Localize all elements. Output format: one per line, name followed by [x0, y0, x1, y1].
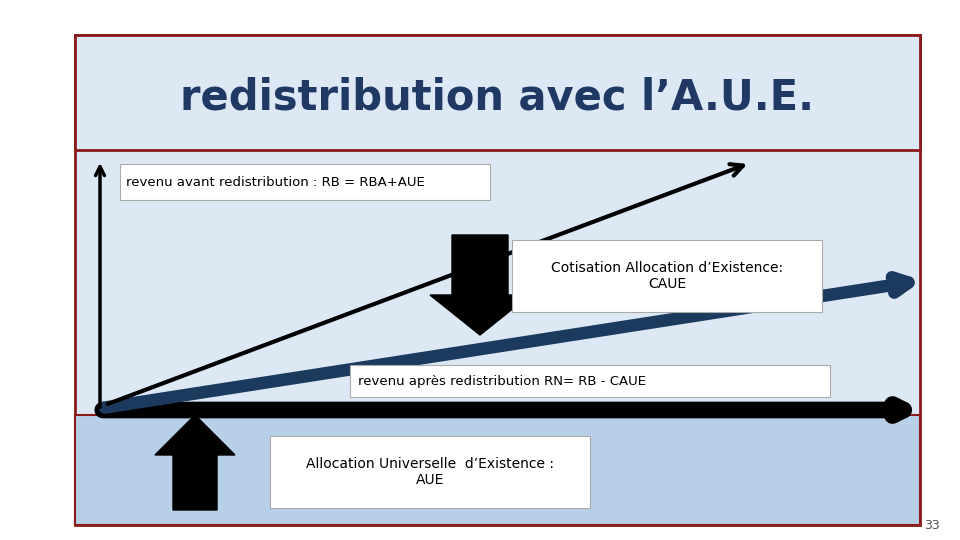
- Text: 33: 33: [924, 519, 940, 532]
- Text: Allocation Universelle  d’Existence :
AUE: Allocation Universelle d’Existence : AUE: [306, 457, 554, 487]
- Polygon shape: [155, 415, 235, 510]
- FancyBboxPatch shape: [270, 436, 590, 508]
- FancyBboxPatch shape: [120, 164, 490, 200]
- FancyBboxPatch shape: [512, 240, 822, 312]
- Polygon shape: [430, 235, 530, 335]
- Text: revenu avant redistribution : RB = RBA+AUE: revenu avant redistribution : RB = RBA+A…: [126, 176, 424, 188]
- FancyBboxPatch shape: [75, 35, 920, 150]
- FancyBboxPatch shape: [350, 365, 830, 397]
- Text: Cotisation Allocation d’Existence:
CAUE: Cotisation Allocation d’Existence: CAUE: [551, 261, 783, 291]
- FancyBboxPatch shape: [75, 35, 920, 525]
- Text: redistribution avec l’A.U.E.: redistribution avec l’A.U.E.: [180, 77, 814, 118]
- Text: revenu après redistribution RN= RB - CAUE: revenu après redistribution RN= RB - CAU…: [358, 375, 646, 388]
- FancyBboxPatch shape: [75, 415, 920, 525]
